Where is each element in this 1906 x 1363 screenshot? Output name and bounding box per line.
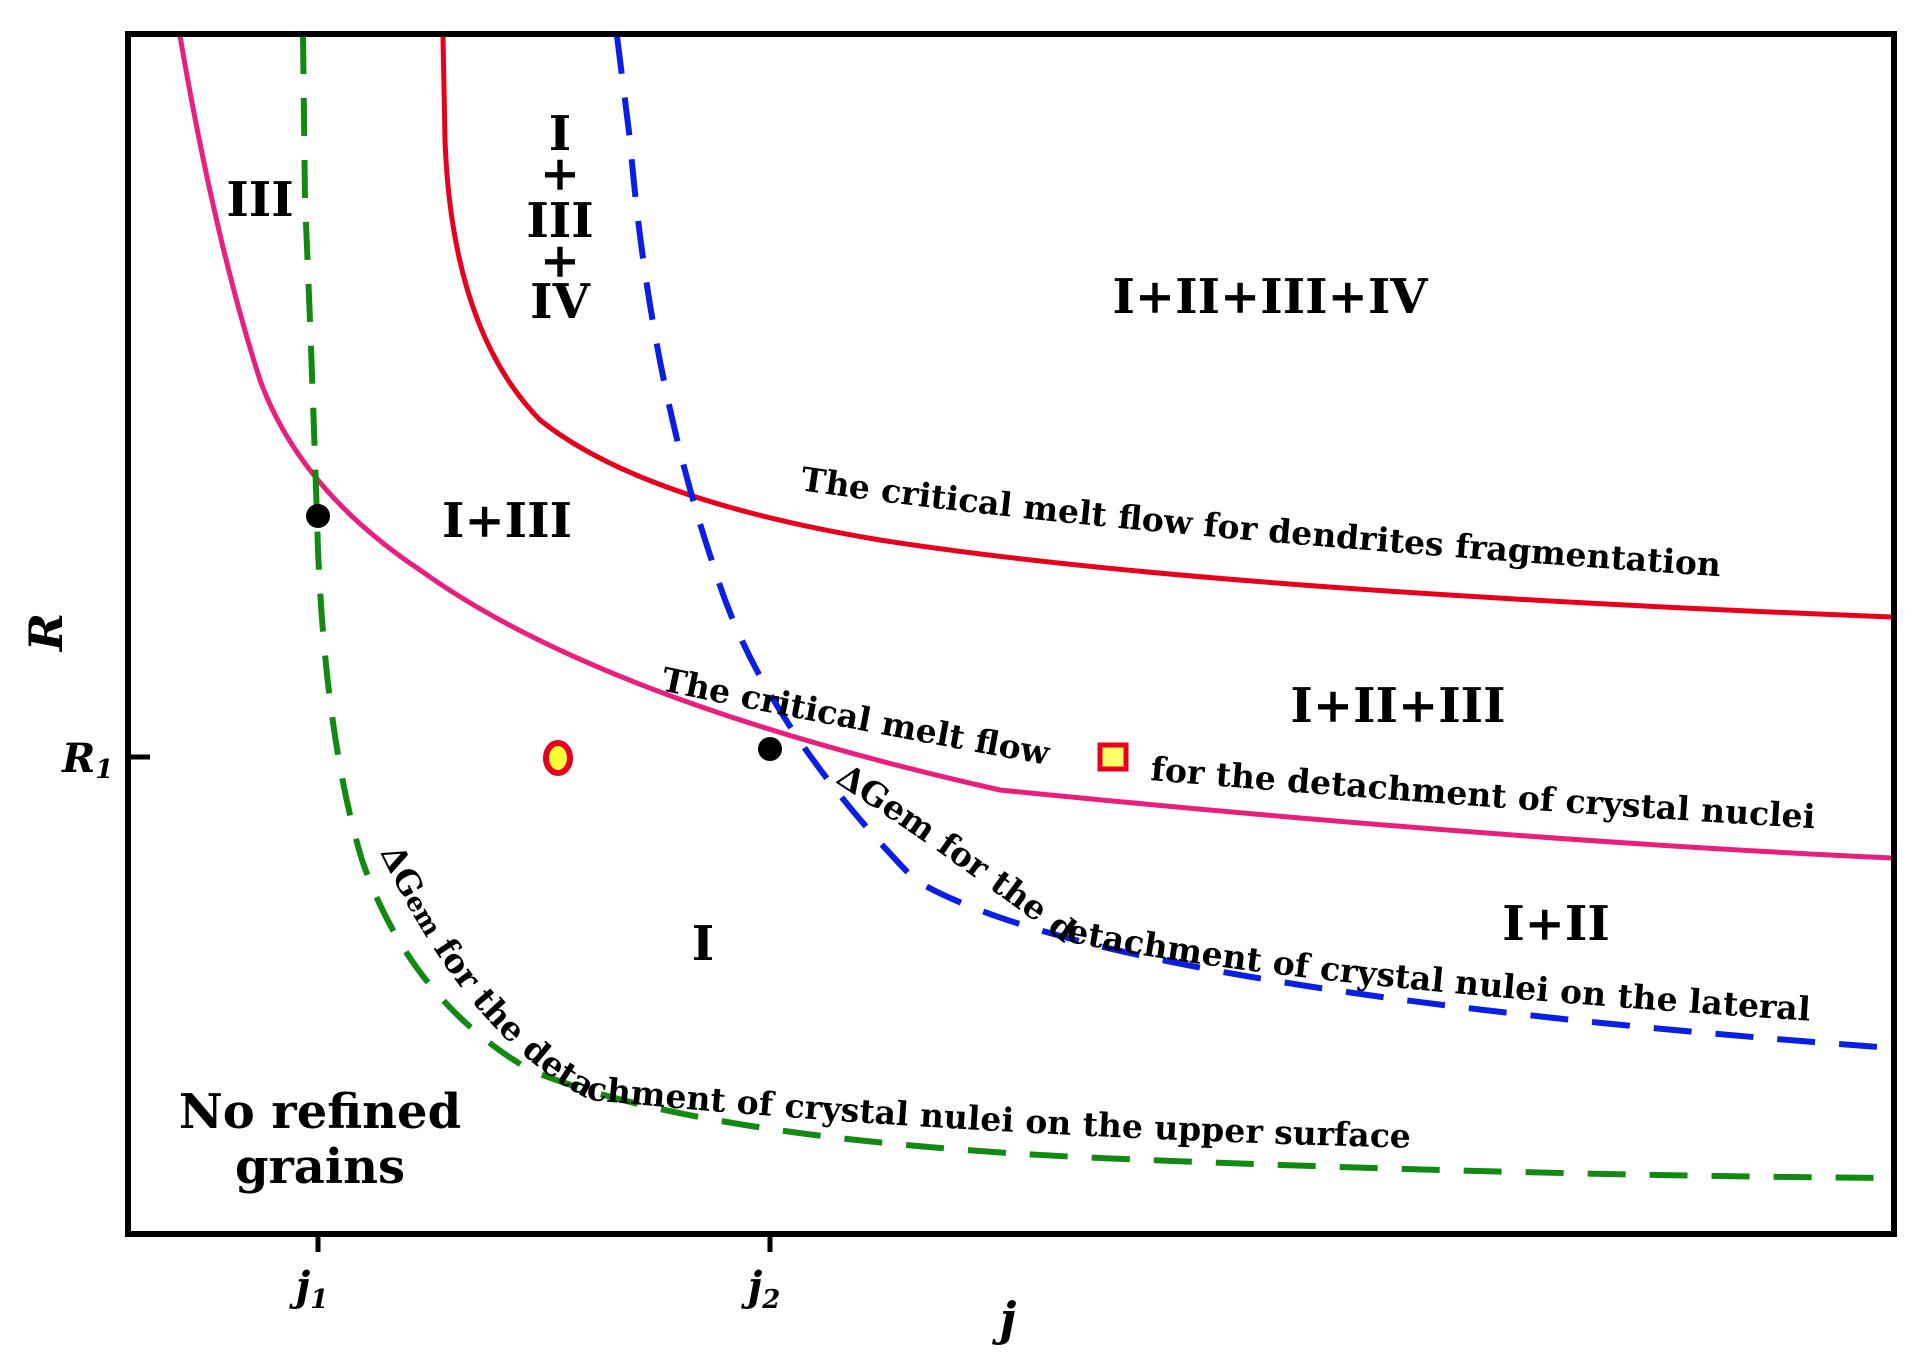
region-none-line1: No refined	[179, 1084, 461, 1140]
x-tick-label-j1-sub: 1	[310, 1285, 328, 1315]
region-i-iii-iv-line1: I	[549, 106, 571, 162]
pink-critical-flow-curve	[177, 36, 1892, 861]
green-curve-label: ΔGem for the detachment of crystal nulei…	[373, 839, 1411, 1156]
yellow-circle-marker	[543, 740, 573, 776]
y-axis-name: R	[19, 613, 73, 653]
blue-dashed-curve	[614, 36, 1892, 1051]
region-i-label: I	[692, 916, 714, 972]
region-all-label: I+II+III+IV	[1112, 269, 1428, 325]
region-i-iii-iv-line3: III	[526, 193, 593, 249]
x-tick-label-j1-main: j	[289, 1263, 311, 1310]
region-i-iii-label: I+III	[442, 493, 572, 549]
region-i-ii-iii-label: I+II+III	[1290, 678, 1505, 734]
y-tick-label-r1-main: R	[61, 735, 95, 782]
red-critical-flow-curve	[440, 36, 1892, 620]
region-iii-label: III	[226, 172, 293, 228]
x-axis-name: j	[992, 1292, 1017, 1346]
red-curve-label: The critical melt flow for dendrites fra…	[799, 459, 1723, 584]
region-i-iii-iv-line4: +	[540, 233, 580, 289]
plot-frame	[125, 31, 1897, 1237]
region-i-ii-label: I+II	[1502, 896, 1610, 952]
pink-curve-label-b: for the detachment of crystal nuclei	[1149, 749, 1816, 836]
yellow-square-marker	[1097, 742, 1129, 772]
intersection-point-j2	[758, 737, 782, 761]
region-none-line2: grains	[235, 1139, 405, 1195]
y-tick-label-r1: R1	[61, 735, 113, 785]
x-tick-label-j2-sub: 2	[761, 1285, 780, 1315]
region-i-iii-iv-line2: +	[540, 146, 580, 202]
y-tick-label-r1-sub: 1	[95, 755, 113, 785]
x-tick-label-j2: j2	[741, 1263, 781, 1315]
x-tick-label-j1: j1	[289, 1263, 329, 1315]
x-tick-label-j2-main: j	[741, 1263, 763, 1310]
intersection-point-j1	[306, 504, 330, 528]
region-i-iii-iv-line5: IV	[530, 274, 590, 330]
